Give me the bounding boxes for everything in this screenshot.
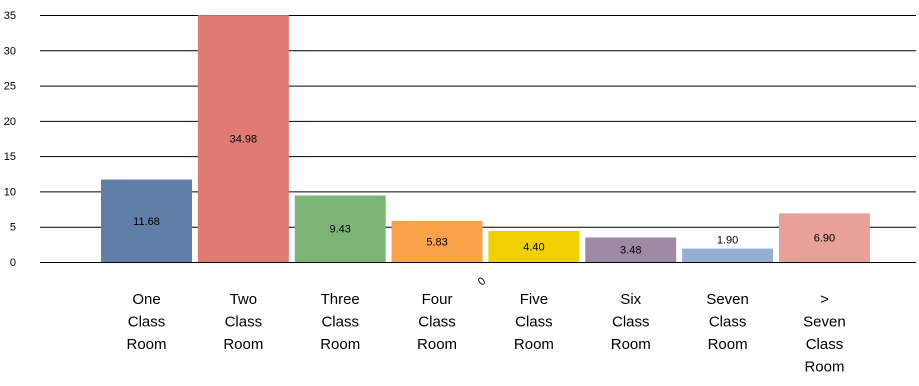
category-label-line: Room	[126, 336, 166, 353]
category-label-line: Room	[708, 336, 748, 353]
category-label-line: Seven	[706, 291, 749, 308]
category-label-line: Five	[520, 291, 548, 308]
category-label-line: Room	[223, 336, 263, 353]
bar	[391, 220, 483, 262]
category-label: Six Class Room	[611, 291, 651, 353]
category-label-line: Class	[128, 314, 166, 331]
bars	[101, 15, 870, 262]
y-tick-label: 25	[4, 81, 16, 93]
category-label-line: One	[132, 291, 160, 308]
category-label: Seven Class Room	[706, 291, 749, 353]
y-tick-label: 30	[4, 45, 16, 57]
y-axis-ticks: 0 5 10 15 20 25 30 35	[4, 10, 16, 269]
category-label: Four Class Room	[417, 291, 457, 353]
bar	[294, 195, 386, 262]
category-label: Two Class Room	[223, 291, 263, 353]
data-label: 3.48	[620, 245, 641, 257]
category-label-line: Class	[418, 314, 456, 331]
bar	[585, 237, 677, 262]
category-label-line: Room	[514, 336, 554, 353]
bar	[682, 248, 774, 262]
category-label-line: Seven	[803, 314, 846, 331]
stray-zero-label: 0	[476, 275, 488, 288]
category-label: Five Class Room	[514, 291, 554, 353]
y-tick-label: 15	[4, 151, 16, 163]
data-label: 1.90	[717, 235, 738, 247]
category-label-line: Class	[709, 314, 747, 331]
category-label-line: Class	[612, 314, 650, 331]
y-tick-label: 5	[10, 222, 16, 234]
data-labels: 11.68 34.98 9.43 5.83 4.40 3.48 1.90 6.90	[133, 134, 835, 257]
category-label: One Class Room	[126, 291, 166, 353]
bar	[101, 179, 192, 262]
category-label-line: Three	[321, 291, 360, 308]
category-label-line: Class	[225, 314, 263, 331]
bar	[778, 213, 870, 262]
y-tick-label: 20	[4, 116, 16, 128]
y-tick-label: 0	[10, 257, 16, 269]
category-label: Three Class Room	[320, 291, 360, 353]
data-label: 9.43	[329, 224, 350, 236]
category-label-line: Class	[515, 314, 553, 331]
data-label: 5.83	[426, 236, 447, 248]
data-label: 11.68	[133, 216, 160, 228]
category-label-line: Four	[422, 291, 453, 308]
category-label-line: Six	[620, 291, 641, 308]
category-label-line: Class	[806, 336, 844, 353]
category-label-line: Room	[320, 336, 360, 353]
category-label-line: Room	[804, 359, 844, 376]
category-label: > Seven Class Room	[803, 291, 846, 376]
data-label: 6.90	[814, 233, 835, 245]
category-label-line: Class	[321, 314, 359, 331]
bar	[488, 230, 580, 262]
y-tick-label: 10	[4, 186, 16, 198]
category-label-line: >	[820, 291, 829, 308]
bar	[197, 15, 289, 262]
category-label-line: Two	[230, 291, 258, 308]
category-label-line: Room	[417, 336, 457, 353]
y-tick-label: 35	[4, 10, 16, 22]
data-label: 34.98	[230, 134, 258, 146]
category-label-line: Room	[611, 336, 651, 353]
data-label: 4.40	[523, 241, 544, 253]
